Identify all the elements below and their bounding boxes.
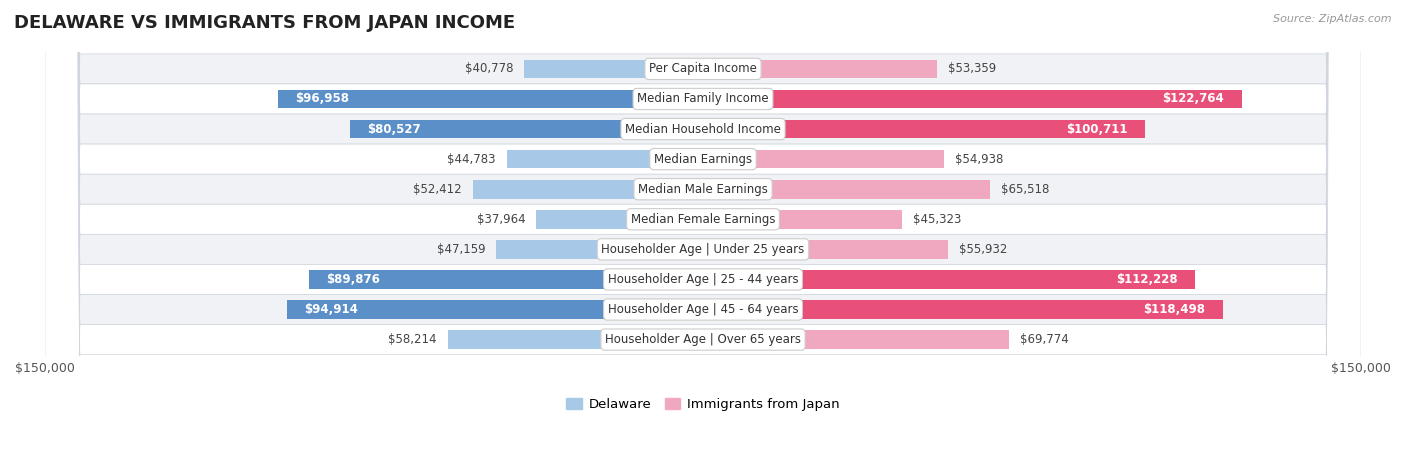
Text: $122,764: $122,764 [1163, 92, 1225, 106]
Bar [447, 330, 703, 349]
FancyBboxPatch shape [45, 0, 1361, 467]
Bar [703, 150, 943, 169]
Bar [703, 330, 1010, 349]
FancyBboxPatch shape [45, 0, 1361, 467]
FancyBboxPatch shape [45, 0, 1361, 467]
Text: $55,932: $55,932 [959, 243, 1008, 256]
Text: $40,778: $40,778 [464, 63, 513, 75]
Text: $45,323: $45,323 [912, 213, 962, 226]
Bar [309, 270, 703, 289]
Text: Per Capita Income: Per Capita Income [650, 63, 756, 75]
Text: $80,527: $80,527 [367, 122, 420, 135]
Text: $58,214: $58,214 [388, 333, 437, 346]
Text: $53,359: $53,359 [948, 63, 997, 75]
Bar [350, 120, 703, 138]
FancyBboxPatch shape [45, 0, 1361, 467]
Text: $112,228: $112,228 [1116, 273, 1178, 286]
FancyBboxPatch shape [45, 0, 1361, 467]
Text: $89,876: $89,876 [326, 273, 380, 286]
Legend: Delaware, Immigrants from Japan: Delaware, Immigrants from Japan [561, 392, 845, 417]
Text: Median Male Earnings: Median Male Earnings [638, 183, 768, 196]
Bar [703, 180, 990, 198]
Bar [496, 240, 703, 259]
Text: $52,412: $52,412 [413, 183, 463, 196]
Text: Source: ZipAtlas.com: Source: ZipAtlas.com [1274, 14, 1392, 24]
Bar [703, 60, 936, 78]
FancyBboxPatch shape [45, 0, 1361, 467]
Text: Householder Age | 25 - 44 years: Householder Age | 25 - 44 years [607, 273, 799, 286]
Bar [506, 150, 703, 169]
Text: $69,774: $69,774 [1021, 333, 1069, 346]
Text: $118,498: $118,498 [1143, 303, 1205, 316]
Text: $65,518: $65,518 [1001, 183, 1050, 196]
FancyBboxPatch shape [45, 0, 1361, 467]
Text: $44,783: $44,783 [447, 153, 495, 166]
Bar [703, 120, 1144, 138]
Bar [524, 60, 703, 78]
Bar [703, 90, 1241, 108]
Text: Householder Age | 45 - 64 years: Householder Age | 45 - 64 years [607, 303, 799, 316]
Text: Median Earnings: Median Earnings [654, 153, 752, 166]
Bar [703, 240, 949, 259]
Text: DELAWARE VS IMMIGRANTS FROM JAPAN INCOME: DELAWARE VS IMMIGRANTS FROM JAPAN INCOME [14, 14, 515, 32]
Bar [287, 300, 703, 319]
Bar [277, 90, 703, 108]
Bar [537, 210, 703, 229]
Text: $100,711: $100,711 [1066, 122, 1128, 135]
Bar [472, 180, 703, 198]
Text: Householder Age | Over 65 years: Householder Age | Over 65 years [605, 333, 801, 346]
FancyBboxPatch shape [45, 0, 1361, 467]
Text: Median Household Income: Median Household Income [626, 122, 780, 135]
Text: $37,964: $37,964 [477, 213, 526, 226]
Text: Median Female Earnings: Median Female Earnings [631, 213, 775, 226]
Text: $94,914: $94,914 [304, 303, 359, 316]
Bar [703, 300, 1223, 319]
Bar [703, 270, 1195, 289]
Text: $96,958: $96,958 [295, 92, 349, 106]
Bar [703, 210, 901, 229]
Text: $47,159: $47,159 [436, 243, 485, 256]
Text: $54,938: $54,938 [955, 153, 1004, 166]
Text: Householder Age | Under 25 years: Householder Age | Under 25 years [602, 243, 804, 256]
FancyBboxPatch shape [45, 0, 1361, 467]
Text: Median Family Income: Median Family Income [637, 92, 769, 106]
FancyBboxPatch shape [45, 0, 1361, 467]
